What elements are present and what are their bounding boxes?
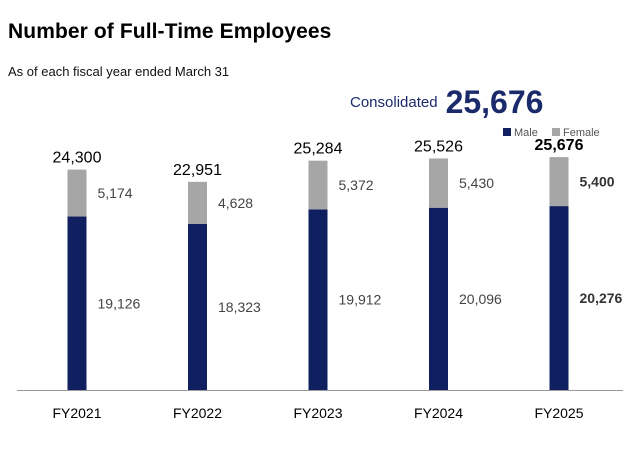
total-label-FY2025: 25,676 <box>535 137 584 154</box>
bar-female-FY2023 <box>308 160 328 210</box>
female-value-label-FY2022: 4,628 <box>218 195 253 211</box>
x-tick-label-FY2021: FY2021 <box>52 405 101 421</box>
x-tick-label-FY2023: FY2023 <box>293 405 342 421</box>
male-value-label-FY2021: 19,126 <box>98 295 141 311</box>
consolidated-value: 25,676 <box>445 84 544 120</box>
male-value-label-FY2022: 18,323 <box>218 299 261 315</box>
female-value-label-FY2023: 5,372 <box>339 177 374 193</box>
chart-title: Number of Full-Time Employees <box>8 20 332 43</box>
female-value-label-FY2024: 5,430 <box>459 175 494 191</box>
legend-swatch-male <box>503 128 511 136</box>
legend-swatch-female <box>552 128 560 136</box>
x-tick-label-FY2025: FY2025 <box>534 405 583 421</box>
bar-female-FY2022 <box>188 181 207 224</box>
bar-female-FY2024 <box>429 158 448 208</box>
total-label-FY2023: 25,284 <box>294 141 343 158</box>
male-value-label-FY2025: 20,276 <box>580 290 623 306</box>
bar-female-FY2021 <box>67 169 87 217</box>
female-value-label-FY2025: 5,400 <box>580 174 615 190</box>
legend-label-female: Female <box>563 127 600 139</box>
bar-male-FY2024 <box>429 207 448 390</box>
bar-female-FY2025 <box>549 157 569 207</box>
total-label-FY2022: 22,951 <box>173 162 222 179</box>
consolidated-label: Consolidated <box>350 94 438 111</box>
female-value-label-FY2021: 5,174 <box>98 185 133 201</box>
bar-male-FY2025 <box>549 206 569 390</box>
total-label-FY2024: 25,526 <box>414 138 463 155</box>
legend-label-male: Male <box>514 127 538 139</box>
x-tick-label-FY2024: FY2024 <box>414 405 463 421</box>
x-tick-label-FY2022: FY2022 <box>173 405 222 421</box>
total-label-FY2021: 24,300 <box>53 150 102 167</box>
bar-male-FY2021 <box>67 216 87 390</box>
male-value-label-FY2024: 20,096 <box>459 291 502 307</box>
male-value-label-FY2023: 19,912 <box>339 292 382 308</box>
bar-male-FY2022 <box>188 223 207 390</box>
bar-male-FY2023 <box>308 209 328 390</box>
chart-subtitle: As of each fiscal year ended March 31 <box>8 64 230 79</box>
consolidated-total: Consolidated 25,676 <box>350 84 543 121</box>
